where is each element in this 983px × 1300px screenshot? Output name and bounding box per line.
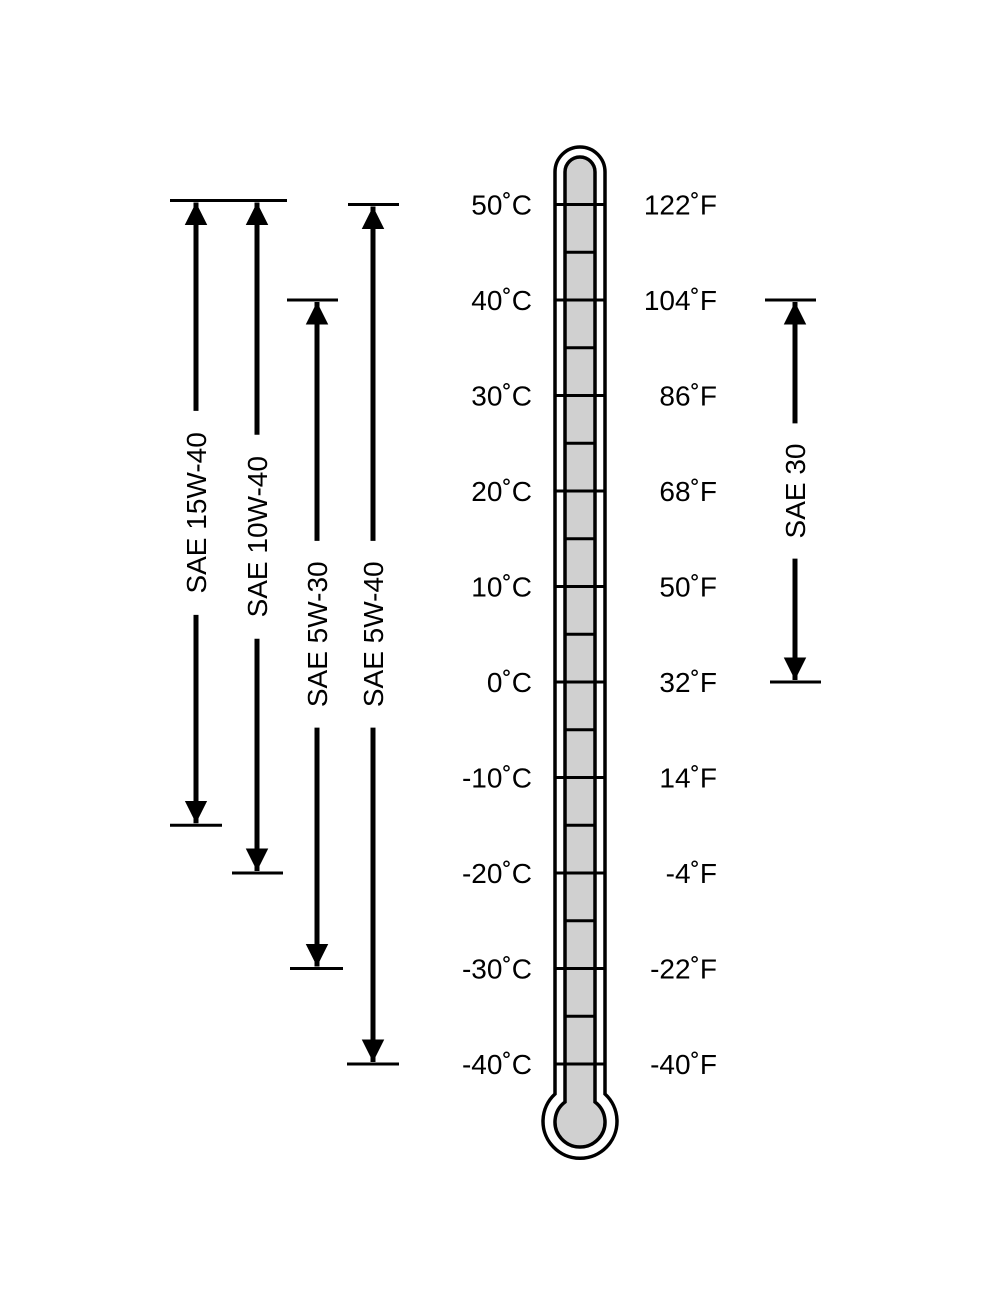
- fahrenheit-label: 104˚F: [644, 285, 717, 316]
- celsius-label: 40˚C: [471, 285, 532, 316]
- celsius-label: 10˚C: [471, 572, 532, 603]
- celsius-label: -20˚C: [462, 858, 532, 889]
- range-label: SAE 5W-30: [302, 561, 333, 707]
- fahrenheit-label: 122˚F: [644, 190, 717, 221]
- fahrenheit-scale: 122˚F 104˚F 86˚F 68˚F 50˚F 32˚F 14˚F -4˚F -22˚F -…: [644, 190, 717, 1081]
- fahrenheit-label: -22˚F: [650, 954, 717, 985]
- range-label: SAE 10W-40: [242, 456, 273, 617]
- fahrenheit-label: 68˚F: [659, 476, 717, 507]
- celsius-scale: 50˚C 40˚C 30˚C 20˚C 10˚C 0˚C -10˚C -20˚C -30˚C -4…: [462, 190, 532, 1081]
- viscosity-ranges: SAE 15W-40 SAE 10W-40 SAE 5W-30 SAE 5W-40 SA…: [170, 199, 821, 1066]
- thermometer: [541, 145, 619, 1161]
- celsius-label: 30˚C: [471, 381, 532, 412]
- range-label: SAE 30: [780, 444, 811, 539]
- fahrenheit-label: 86˚F: [659, 381, 717, 412]
- celsius-label: 20˚C: [471, 476, 532, 507]
- celsius-label: -40˚C: [462, 1049, 532, 1080]
- celsius-label: 0˚C: [487, 667, 532, 698]
- celsius-label: -10˚C: [462, 763, 532, 794]
- thermometer-fluid: [553, 155, 607, 1149]
- fahrenheit-label: -4˚F: [666, 858, 717, 889]
- fahrenheit-label: 14˚F: [659, 763, 717, 794]
- range-sae-10w-40: SAE 10W-40: [170, 199, 287, 875]
- range-label: SAE 5W-40: [358, 561, 389, 707]
- range-sae-30: SAE 30: [765, 298, 821, 684]
- range-sae-5w-40: SAE 5W-40: [347, 203, 399, 1066]
- thermometer-ticks: [555, 203, 605, 1066]
- fahrenheit-label: 50˚F: [659, 572, 717, 603]
- range-sae-5w-30: SAE 5W-30: [287, 298, 343, 970]
- celsius-label: 50˚C: [471, 190, 532, 221]
- celsius-label: -30˚C: [462, 954, 532, 985]
- fahrenheit-label: 32˚F: [659, 667, 717, 698]
- fahrenheit-label: -40˚F: [650, 1049, 717, 1080]
- range-label: SAE 15W-40: [181, 432, 212, 593]
